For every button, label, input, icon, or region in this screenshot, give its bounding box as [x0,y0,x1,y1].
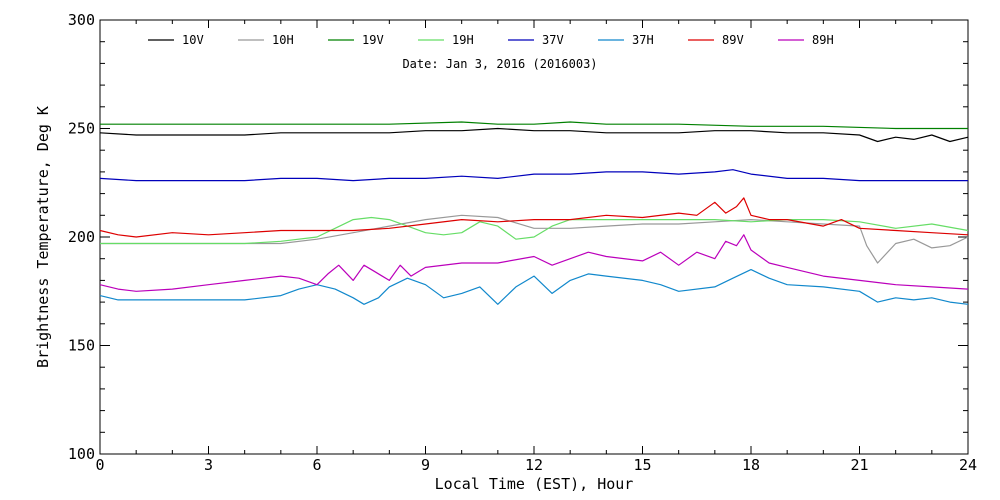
x-tick-label: 24 [959,456,977,474]
legend-label-37v: 37V [542,33,564,47]
legend-label-10v: 10V [182,33,204,47]
legend: 10V 10H 19V 19H 37V 37H 89V 89H [148,33,834,47]
y-axis-title: Brightness Temperature, Deg K [34,106,52,368]
legend-label-10h: 10H [272,33,294,47]
x-tick-label: 3 [204,456,213,474]
x-tick-label: 6 [312,456,321,474]
series-line-89v [99,197,969,238]
x-tick-label: 9 [421,456,430,474]
chart-title: Date: Jan 3, 2016 (2016003) [402,57,597,71]
series-line-19v [100,121,968,130]
x-tick-label: 12 [525,456,543,474]
x-axis-title: Local Time (EST), Hour [435,475,634,493]
x-tick-label: 0 [95,456,104,474]
series-line-37h [99,269,969,305]
legend-label-19h: 19H [452,33,474,47]
x-tick-label: 21 [850,456,868,474]
x-tick-label: 18 [742,456,760,474]
y-tick-label: 300 [68,11,95,29]
axis-ticks: 0 3 6 9 12 15 18 21 24 100 150 200 250 300 [68,11,977,474]
legend-label-19v: 19V [362,33,384,47]
series-layer [99,121,969,305]
y-tick-label: 200 [68,228,95,246]
y-tick-label: 150 [68,337,95,355]
series-line-10v [99,127,969,143]
series-line-89h [99,234,969,292]
series-line-10h [100,214,969,264]
series-line-37v [99,169,968,182]
legend-label-89v: 89V [722,33,744,47]
legend-label-89h: 89H [812,33,834,47]
legend-label-37h: 37H [632,33,654,47]
y-tick-label: 250 [68,120,95,138]
y-tick-label: 100 [68,445,95,463]
x-tick-label: 15 [633,456,651,474]
